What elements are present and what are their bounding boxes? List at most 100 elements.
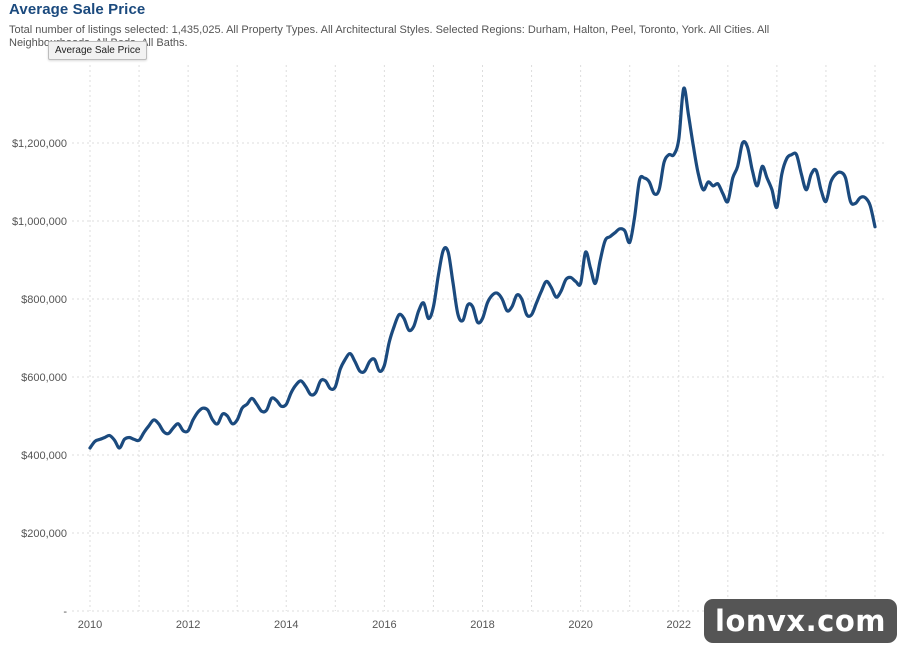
data-point[interactable] bbox=[641, 175, 647, 181]
data-point[interactable] bbox=[421, 300, 427, 306]
data-point[interactable] bbox=[744, 144, 750, 150]
data-point[interactable] bbox=[681, 85, 687, 91]
data-point[interactable] bbox=[396, 312, 402, 318]
data-point[interactable] bbox=[769, 187, 775, 193]
data-point[interactable] bbox=[494, 290, 500, 296]
data-point[interactable] bbox=[484, 300, 490, 306]
data-point[interactable] bbox=[725, 199, 731, 205]
data-point[interactable] bbox=[146, 423, 152, 429]
data-point[interactable] bbox=[862, 195, 868, 201]
data-point[interactable] bbox=[288, 390, 294, 396]
data-point[interactable] bbox=[185, 428, 191, 434]
data-point[interactable] bbox=[813, 167, 819, 173]
data-point[interactable] bbox=[686, 113, 692, 119]
data-point[interactable] bbox=[622, 228, 628, 234]
data-point[interactable] bbox=[700, 187, 706, 193]
data-point[interactable] bbox=[87, 445, 93, 451]
data-point[interactable] bbox=[587, 265, 593, 271]
data-point[interactable] bbox=[583, 249, 589, 255]
data-point[interactable] bbox=[852, 200, 858, 206]
data-point[interactable] bbox=[416, 308, 422, 314]
data-point[interactable] bbox=[151, 417, 157, 423]
data-point[interactable] bbox=[332, 384, 338, 390]
data-point[interactable] bbox=[548, 284, 554, 290]
data-point[interactable] bbox=[632, 214, 638, 220]
data-point[interactable] bbox=[254, 401, 260, 407]
data-point[interactable] bbox=[558, 288, 564, 294]
data-point[interactable] bbox=[430, 304, 436, 310]
data-point[interactable] bbox=[313, 390, 319, 396]
data-point[interactable] bbox=[244, 401, 250, 407]
data-point[interactable] bbox=[759, 163, 765, 169]
data-point[interactable] bbox=[293, 382, 299, 388]
data-point[interactable] bbox=[376, 368, 382, 374]
data-point[interactable] bbox=[568, 275, 574, 281]
data-point[interactable] bbox=[651, 191, 657, 197]
data-point[interactable] bbox=[656, 187, 662, 193]
data-point[interactable] bbox=[445, 249, 451, 255]
data-point[interactable] bbox=[808, 171, 814, 177]
data-point[interactable] bbox=[784, 156, 790, 162]
data-point[interactable] bbox=[391, 323, 397, 329]
data-point[interactable] bbox=[435, 273, 441, 279]
data-point[interactable] bbox=[538, 288, 544, 294]
data-point[interactable] bbox=[602, 238, 608, 244]
data-point[interactable] bbox=[754, 183, 760, 189]
data-point[interactable] bbox=[107, 433, 113, 439]
data-point[interactable] bbox=[646, 179, 652, 185]
data-point[interactable] bbox=[705, 179, 711, 185]
data-point[interactable] bbox=[426, 316, 432, 322]
data-point[interactable] bbox=[828, 179, 834, 185]
data-point[interactable] bbox=[470, 304, 476, 310]
data-point[interactable] bbox=[112, 437, 118, 443]
data-point[interactable] bbox=[273, 397, 279, 403]
data-point[interactable] bbox=[475, 319, 481, 325]
data-point[interactable] bbox=[612, 230, 618, 236]
data-point[interactable] bbox=[337, 366, 343, 372]
data-point[interactable] bbox=[592, 280, 598, 286]
data-point[interactable] bbox=[509, 304, 515, 310]
data-point[interactable] bbox=[347, 351, 353, 357]
data-point[interactable] bbox=[156, 421, 162, 427]
data-point[interactable] bbox=[381, 362, 387, 368]
data-point[interactable] bbox=[671, 152, 677, 158]
data-point[interactable] bbox=[205, 407, 211, 413]
data-point[interactable] bbox=[715, 181, 721, 187]
data-point[interactable] bbox=[362, 368, 368, 374]
data-point[interactable] bbox=[803, 187, 809, 193]
data-point[interactable] bbox=[627, 239, 633, 245]
data-point[interactable] bbox=[323, 378, 329, 384]
data-point[interactable] bbox=[740, 140, 746, 146]
data-point[interactable] bbox=[215, 421, 221, 427]
data-point[interactable] bbox=[116, 445, 122, 451]
data-point[interactable] bbox=[823, 199, 829, 205]
data-point[interactable] bbox=[234, 417, 240, 423]
data-point[interactable] bbox=[210, 417, 216, 423]
data-point[interactable] bbox=[533, 300, 539, 306]
data-point[interactable] bbox=[818, 187, 824, 193]
data-point[interactable] bbox=[798, 171, 804, 177]
data-point[interactable] bbox=[774, 204, 780, 210]
data-point[interactable] bbox=[411, 323, 417, 329]
data-point[interactable] bbox=[872, 224, 878, 230]
data-point[interactable] bbox=[386, 339, 392, 345]
data-point[interactable] bbox=[190, 417, 196, 423]
data-point[interactable] bbox=[195, 409, 201, 415]
data-point[interactable] bbox=[239, 405, 245, 411]
data-point[interactable] bbox=[597, 257, 603, 263]
data-point[interactable] bbox=[170, 425, 176, 431]
data-point[interactable] bbox=[779, 171, 785, 177]
data-point[interactable] bbox=[764, 175, 770, 181]
data-point[interactable] bbox=[455, 312, 461, 318]
data-point[interactable] bbox=[504, 308, 510, 314]
data-point[interactable] bbox=[720, 191, 726, 197]
data-point[interactable] bbox=[529, 312, 535, 318]
data-point[interactable] bbox=[867, 202, 873, 208]
data-point[interactable] bbox=[661, 160, 667, 166]
data-point[interactable] bbox=[480, 316, 486, 322]
data-point[interactable] bbox=[578, 280, 584, 286]
data-point[interactable] bbox=[303, 384, 309, 390]
data-point[interactable] bbox=[372, 356, 378, 362]
data-point[interactable] bbox=[676, 136, 682, 142]
